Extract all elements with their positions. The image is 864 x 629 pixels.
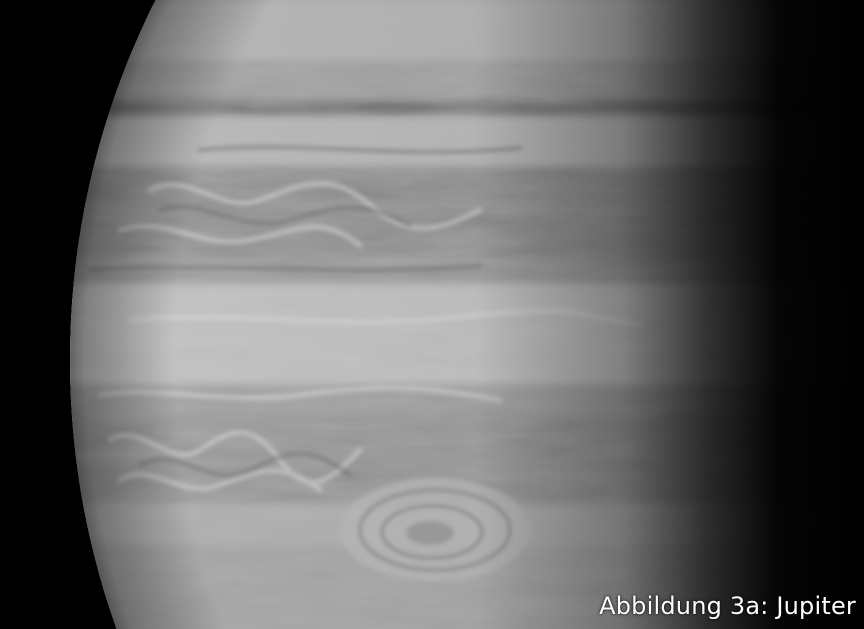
figure-caption: Abbildung 3a: Jupiter bbox=[599, 592, 856, 620]
